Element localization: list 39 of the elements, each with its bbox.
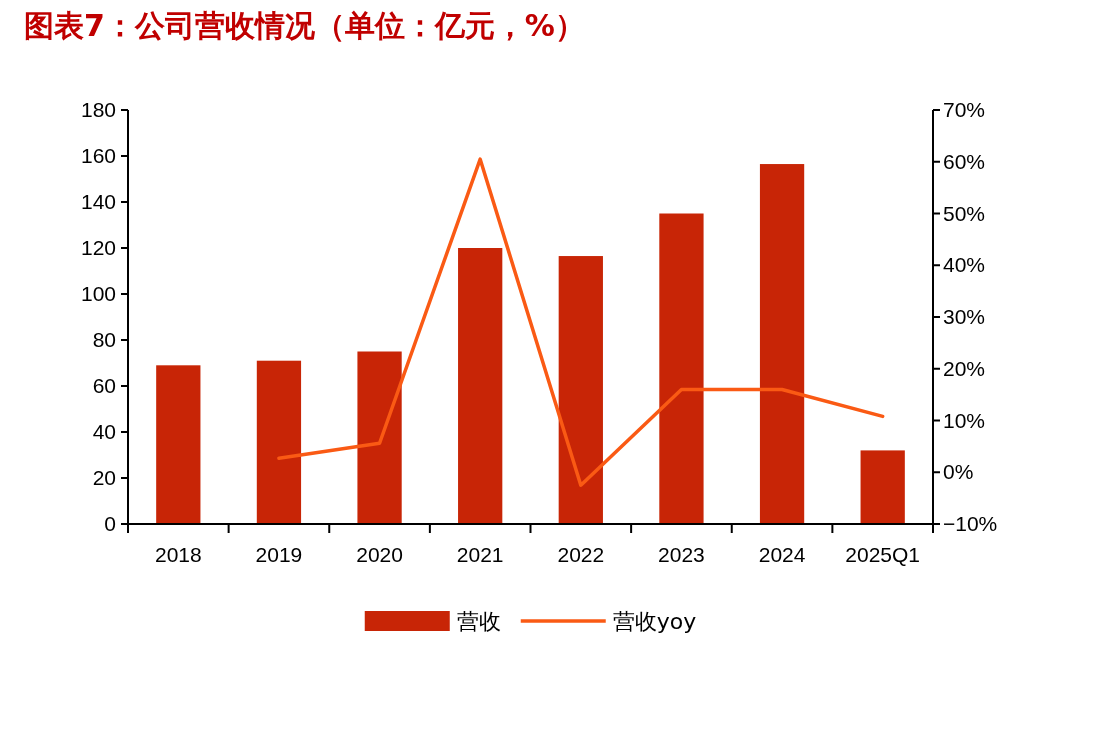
line-series — [277, 157, 885, 487]
x-tick-label: 2022 — [557, 543, 605, 566]
chart-title: 图表7：公司营收情况（单位：亿元，%） — [24, 8, 585, 43]
y2-tick-label: 0% — [943, 460, 974, 484]
y2-tick-label: 30% — [943, 305, 986, 328]
x-tick-label: 2020 — [356, 543, 403, 566]
bar — [558, 256, 603, 524]
legend-label: 营收 — [456, 609, 501, 634]
bar — [256, 360, 302, 524]
y2-tick-label: −10% — [943, 512, 998, 535]
x-tick-label: 2019 — [255, 543, 303, 566]
bar — [156, 365, 201, 524]
y-tick-label: 40 — [92, 420, 116, 443]
x-tick-label: 2023 — [658, 543, 705, 566]
y-tick-label: 20 — [92, 466, 116, 489]
y-tick-label: 180 — [80, 98, 116, 121]
x-tick-label: 2024 — [758, 543, 806, 566]
y-tick-label: 0 — [104, 512, 116, 535]
x-tick-label: 2018 — [154, 543, 202, 566]
y-tick-label: 120 — [80, 236, 116, 259]
y2-tick-label: 20% — [943, 356, 986, 380]
bar — [659, 213, 704, 524]
y2-tick-label: 40% — [943, 253, 986, 277]
y2-tick-label: 10% — [943, 408, 986, 432]
bar — [860, 450, 905, 524]
y-tick-label: 80 — [92, 328, 116, 351]
bar — [458, 248, 503, 524]
bar — [357, 351, 402, 524]
y-tick-label: 100 — [80, 282, 116, 305]
y-tick-label: 60 — [92, 374, 116, 397]
x-tick-label: 2025Q1 — [845, 543, 921, 566]
legend-label: 营收yoy — [612, 609, 697, 634]
y2-tick-label: 60% — [943, 149, 986, 173]
y-tick-label: 140 — [80, 190, 116, 213]
x-tick-label: 2021 — [456, 543, 504, 566]
y2-tick-label: 50% — [943, 201, 986, 225]
y-tick-label: 160 — [80, 144, 116, 167]
bar — [759, 164, 805, 524]
y2-tick-label: 70% — [943, 98, 986, 121]
